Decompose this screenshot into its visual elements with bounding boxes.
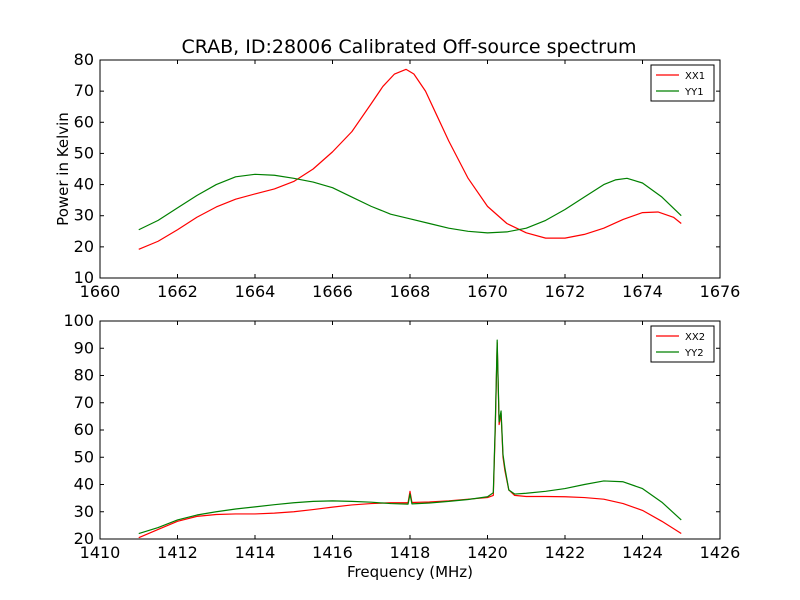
series-line-xx2	[138, 342, 682, 539]
x-tick-label: 1414	[235, 543, 276, 562]
chart-panel-1: 1660 1662 1664 1666 1668 1670 1672 1674 1676 10 20…	[54, 50, 740, 301]
x-tick-label: 1424	[622, 543, 663, 562]
y-axis-label: Power in Kelvin	[54, 112, 72, 226]
y-tick-label: 70	[74, 393, 94, 412]
series-line-yy2	[138, 339, 682, 535]
x-tick-label: 1670	[467, 282, 508, 301]
chart-panel-2: 1410 1412 1414 1416 1418 1420 1422 1424 1426 20 30…	[63, 311, 740, 581]
x-tick-label: 1422	[545, 543, 586, 562]
x-tick-label: 1674	[622, 282, 663, 301]
legend-box	[650, 64, 715, 102]
y-tick-label: 50	[74, 447, 94, 466]
y-tick-label: 80	[74, 366, 94, 385]
y-tick-label: 90	[74, 338, 94, 357]
x-tick-label: 1672	[545, 282, 586, 301]
legend-label-yy2: YY2	[684, 348, 704, 359]
y-tick-label: 40	[74, 475, 94, 494]
x-tick-label: 1426	[700, 543, 741, 562]
y-tick-label: 50	[74, 143, 94, 162]
legend-label-xx2: XX2	[685, 332, 705, 343]
y-tick-label: 60	[74, 112, 94, 131]
y-tick-label: 30	[74, 502, 94, 521]
y-tick-label: 100	[63, 311, 94, 330]
plot-frame	[99, 59, 721, 279]
y-tick-label: 20	[74, 529, 94, 548]
y-tick-label: 30	[74, 206, 94, 225]
x-tick-label: 1664	[235, 282, 276, 301]
x-tick-label: 1660	[80, 282, 121, 301]
y-tick-label: 60	[74, 420, 94, 439]
y-tick-label: 40	[74, 175, 94, 194]
x-tick-label: 1416	[312, 543, 353, 562]
x-tick-label: 1420	[467, 543, 508, 562]
figure-title: CRAB, ID:28006 Calibrated Off-source spe…	[181, 36, 636, 58]
x-tick-label: 1418	[390, 543, 431, 562]
x-tick-label: 1410	[80, 543, 121, 562]
x-tick-label: 1666	[312, 282, 353, 301]
y-tick-label: 80	[74, 50, 94, 69]
x-axis-label: Frequency (MHz)	[347, 563, 473, 581]
legend-label-yy1: YY1	[684, 87, 704, 98]
legend-label-xx1: XX1	[685, 71, 705, 82]
x-tick-label: 1668	[390, 282, 431, 301]
y-tick-label: 20	[74, 237, 94, 256]
y-tick-label: 70	[74, 81, 94, 100]
legend-box	[650, 325, 715, 363]
series-line-xx1	[138, 68, 682, 250]
plot-frame	[99, 320, 721, 540]
x-tick-label: 1676	[700, 282, 741, 301]
x-tick-label: 1662	[157, 282, 198, 301]
y-tick-label: 10	[74, 268, 94, 287]
series-line-yy1	[138, 173, 682, 234]
x-tick-label: 1412	[157, 543, 198, 562]
